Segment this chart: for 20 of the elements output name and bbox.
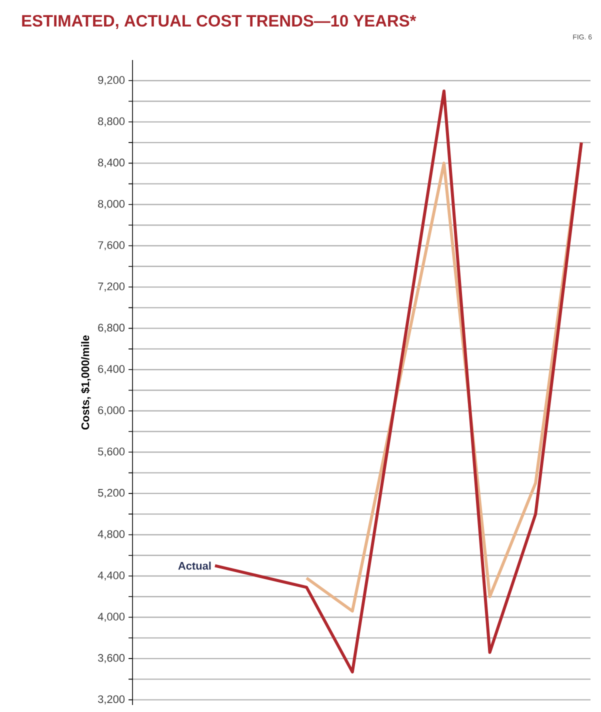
y-tick-label: 8,000 xyxy=(98,200,125,210)
y-tick-label: 7,200 xyxy=(98,282,125,292)
y-tick-label: 8,400 xyxy=(98,158,125,168)
y-tick-label: 3,600 xyxy=(98,654,125,664)
y-tick-label: 5,600 xyxy=(98,448,125,457)
y-tick-label: 5,200 xyxy=(98,488,125,498)
y-tick-label: 8,800 xyxy=(98,117,125,126)
y-tick-label: 6,400 xyxy=(98,365,125,374)
y-tick-label: 6,800 xyxy=(98,324,125,333)
y-tick-label: 4,400 xyxy=(98,571,125,581)
series-label: Actual xyxy=(178,562,211,570)
y-tick-label: 7,600 xyxy=(98,241,125,250)
line-series xyxy=(214,89,584,674)
y-axis-title: Costs, $1,000/mile xyxy=(81,335,91,430)
y-tick-label: 4,000 xyxy=(98,612,125,622)
y-tick-label: 4,800 xyxy=(98,530,125,540)
y-tick-label: 3,200 xyxy=(98,695,125,704)
y-tick-label: 6,000 xyxy=(98,406,125,416)
chart-title: ESTIMATED, ACTUAL COST TRENDS—10 YEARS* xyxy=(22,14,416,30)
y-tick-label: 9,200 xyxy=(98,76,125,86)
